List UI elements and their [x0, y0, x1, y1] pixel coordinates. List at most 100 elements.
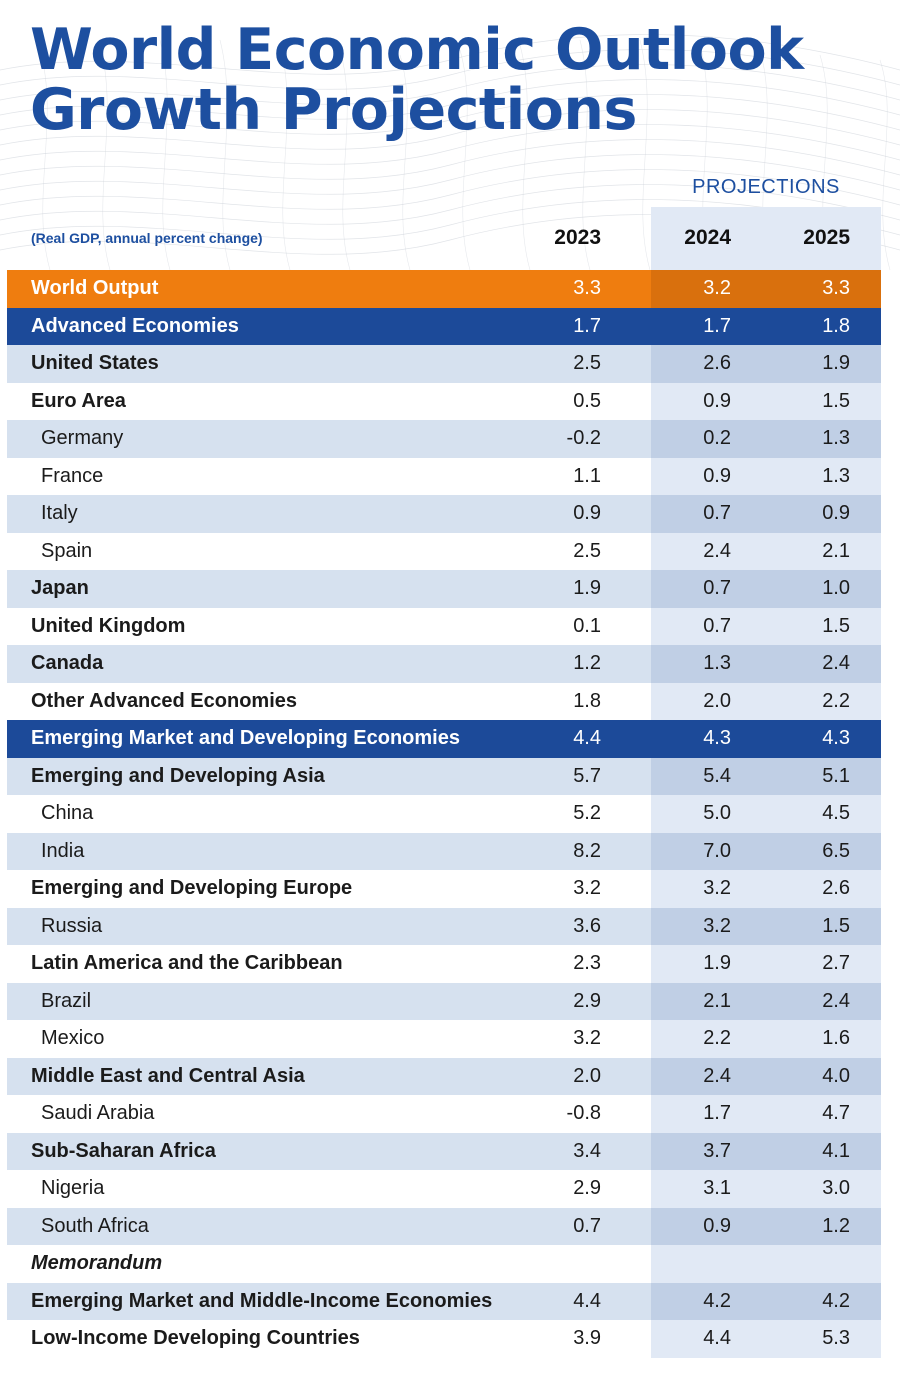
row-label: France — [41, 464, 104, 487]
value-2023: 3.6 — [573, 914, 601, 937]
row-label: United Kingdom — [31, 614, 186, 637]
value-2024: 0.2 — [703, 427, 731, 449]
value-2023: 3.2 — [573, 1027, 601, 1049]
value-2024: 0.7 — [703, 577, 731, 599]
table-row: South Africa 0.7 0.9 1.2 — [7, 1207, 881, 1245]
row-label: Low-Income Developing Countries — [31, 1327, 360, 1349]
row-label: Italy — [41, 502, 78, 524]
row-label: Advanced Economies — [31, 314, 239, 337]
row-label: Other Advanced Economies — [31, 689, 297, 712]
page-title: World Economic Outlook Growth Projection… — [30, 20, 804, 140]
value-2023: 2.5 — [573, 539, 601, 562]
table-row: Canada 1.2 1.3 2.4 — [7, 645, 881, 683]
value-2025: 2.6 — [822, 877, 850, 899]
value-2024: 3.2 — [703, 914, 731, 937]
value-2024-cell: 1.9 — [651, 945, 881, 983]
table-row: Emerging Market and Developing Economies… — [7, 720, 881, 758]
value-2024: 5.4 — [703, 764, 731, 787]
row-label: Emerging and Developing Europe — [31, 877, 353, 899]
row-label: Germany — [41, 427, 124, 449]
value-2024-cell: 4.3 — [651, 720, 881, 758]
value-2025 — [770, 1245, 850, 1283]
table-row: France 1.1 0.9 1.3 — [7, 458, 881, 496]
value-2025: 1.9 — [822, 352, 850, 374]
table-row: Emerging and Developing Europe 3.2 3.2 2.6 — [7, 870, 881, 908]
value-2024: 3.7 — [703, 1139, 731, 1162]
value-2025: 2.2 — [822, 689, 850, 712]
value-2025: 2.4 — [822, 989, 850, 1012]
row-label: India — [41, 839, 85, 862]
value-2025: 4.1 — [822, 1139, 850, 1162]
value-2024-cell: 5.4 — [651, 757, 881, 795]
value-2024-cell: 2.1 — [651, 982, 881, 1020]
value-2024-cell: 3.7 — [651, 1132, 881, 1170]
value-2024-cell: 3.2 — [651, 907, 881, 945]
row-label: Latin America and the Caribbean — [31, 952, 343, 974]
value-2024: 1.7 — [703, 314, 731, 337]
table-row: Emerging and Developing Asia 5.7 5.4 5.1 — [7, 757, 881, 795]
value-2024: 3.1 — [703, 1177, 731, 1199]
value-2025: 6.5 — [822, 839, 850, 862]
value-2025: 1.3 — [822, 464, 850, 487]
value-2024-cell: 2.4 — [651, 533, 881, 571]
table-row: United States 2.5 2.6 1.9 — [7, 345, 881, 383]
table-row: Mexico 3.2 2.2 1.6 — [7, 1020, 881, 1058]
title-line-2: Growth Projections — [30, 77, 637, 143]
value-2023: 0.7 — [573, 1214, 601, 1237]
growth-table: World Output 3.3 3.2 3.3 Advanced Economies 1… — [7, 270, 881, 1358]
title-line-1: World Economic Outlook — [30, 17, 804, 83]
value-2024-cell: 0.7 — [651, 495, 881, 533]
value-2023: 1.8 — [573, 689, 601, 712]
table-row: Advanced Economies 1.7 1.7 1.8 — [7, 307, 881, 346]
value-2024-cell: 5.0 — [651, 795, 881, 833]
table-row: Russia 3.6 3.2 1.5 — [7, 907, 881, 945]
value-2024-cell: 3.1 — [651, 1170, 881, 1208]
value-2023: 3.4 — [573, 1139, 601, 1162]
value-2023: 3.3 — [573, 277, 601, 299]
value-2023: 4.4 — [573, 727, 601, 749]
value-2025: 1.5 — [822, 914, 850, 937]
value-2024: 3.2 — [703, 877, 731, 899]
row-label: Mexico — [41, 1027, 105, 1049]
value-2024: 7.0 — [703, 839, 731, 862]
year-header-2023: 2023 — [554, 226, 601, 249]
row-label: Euro Area — [31, 389, 126, 412]
value-2025: 1.8 — [822, 314, 850, 337]
value-2025: 2.7 — [822, 952, 850, 974]
value-2024-cell: 0.2 — [651, 420, 881, 458]
row-label: Emerging Market and Middle-Income Econom… — [31, 1289, 493, 1312]
table-row: Italy 0.9 0.7 0.9 — [7, 495, 881, 533]
value-2024: 2.2 — [703, 1027, 731, 1049]
row-label: Emerging Market and Developing Economies — [31, 727, 460, 749]
value-2023 — [521, 1245, 601, 1283]
value-2025: 4.5 — [822, 802, 850, 824]
table-row: Middle East and Central Asia 2.0 2.4 4.0 — [7, 1057, 881, 1095]
row-label: Canada — [31, 652, 104, 674]
row-label: China — [41, 802, 94, 824]
value-2025: 1.2 — [822, 1214, 850, 1237]
value-2024: 2.0 — [703, 689, 731, 712]
value-2024-cell: 1.7 — [651, 308, 881, 346]
projections-header: PROJECTIONS — [692, 176, 840, 198]
value-2023: 3.2 — [573, 877, 601, 899]
value-2024: 2.4 — [703, 539, 731, 562]
table-row: World Output 3.3 3.2 3.3 — [7, 270, 881, 308]
row-label: Memorandum — [31, 1252, 163, 1274]
value-2025: 0.9 — [822, 502, 850, 524]
value-2024: 3.2 — [703, 277, 731, 299]
value-2024-cell: 1.7 — [651, 1095, 881, 1133]
row-label: Saudi Arabia — [41, 1102, 155, 1124]
value-2023: 3.9 — [573, 1327, 601, 1349]
value-2025: 1.5 — [822, 614, 850, 637]
value-2023: 2.9 — [573, 1177, 601, 1199]
value-2024-cell: 0.9 — [651, 383, 881, 421]
value-2024: 4.4 — [703, 1327, 731, 1349]
table-row: Germany -0.2 0.2 1.3 — [7, 420, 881, 458]
table-row: India 8.2 7.0 6.5 — [7, 832, 881, 870]
value-2024: 0.7 — [703, 614, 731, 637]
value-2023: 0.9 — [573, 502, 601, 524]
value-2023: 2.5 — [573, 352, 601, 374]
table-row: Low-Income Developing Countries 3.9 4.4 5.3 — [7, 1320, 881, 1358]
value-2025: 1.0 — [822, 577, 850, 599]
row-label: Emerging and Developing Asia — [31, 764, 325, 787]
